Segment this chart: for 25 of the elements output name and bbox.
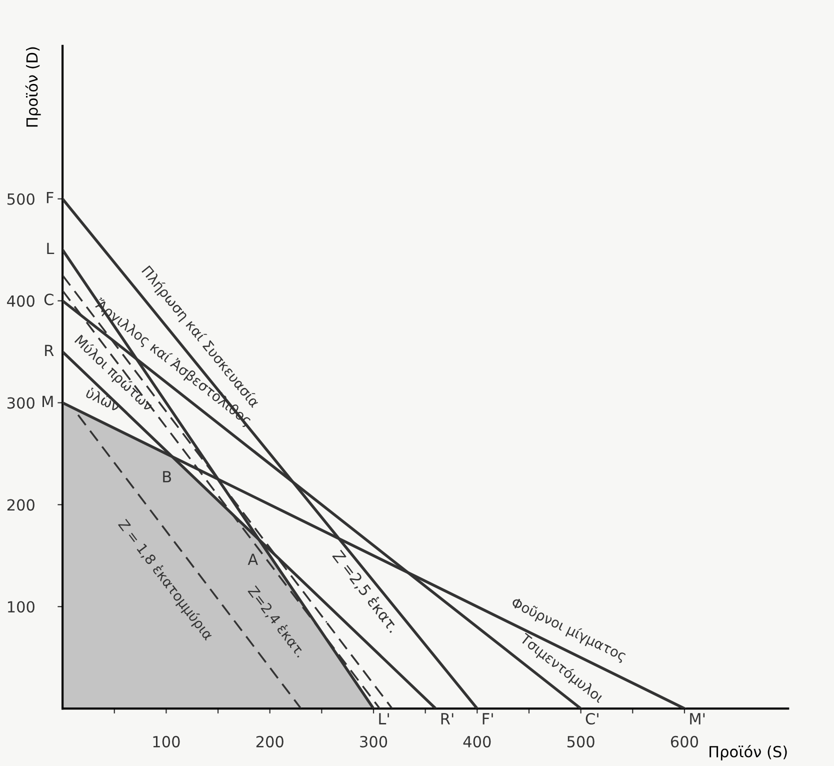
x-axis-title: Προϊόν (S) <box>710 744 787 760</box>
x-tick-label: 300 <box>360 736 388 748</box>
y-tick-label: 400 <box>7 295 34 307</box>
annotation: C' <box>586 712 598 725</box>
annotation: C <box>44 294 54 306</box>
annotation: F <box>46 192 54 204</box>
x-tick-label: 600 <box>670 736 698 748</box>
annotation: R' <box>441 713 454 724</box>
y-tick-label: 300 <box>7 397 34 409</box>
y-tick-label: 100 <box>8 601 34 613</box>
x-tick-label: 500 <box>567 736 594 748</box>
annotation: A <box>248 554 258 565</box>
annotation: M <box>42 396 53 407</box>
y-tick-label: 500 <box>7 193 34 205</box>
x-tick-label: 200 <box>256 736 284 748</box>
x-tick-label: 100 <box>153 736 180 748</box>
annotation: B <box>163 471 172 482</box>
annotation: R <box>45 344 54 356</box>
y-tick-label: 200 <box>7 499 34 511</box>
annotation: L <box>47 242 54 254</box>
annotation: L' <box>379 713 389 724</box>
x-tick-label: 400 <box>463 736 491 748</box>
y-axis-title: Προϊόν (D) <box>25 47 41 127</box>
annotation: F' <box>482 713 493 724</box>
annotation: M' <box>690 713 705 724</box>
